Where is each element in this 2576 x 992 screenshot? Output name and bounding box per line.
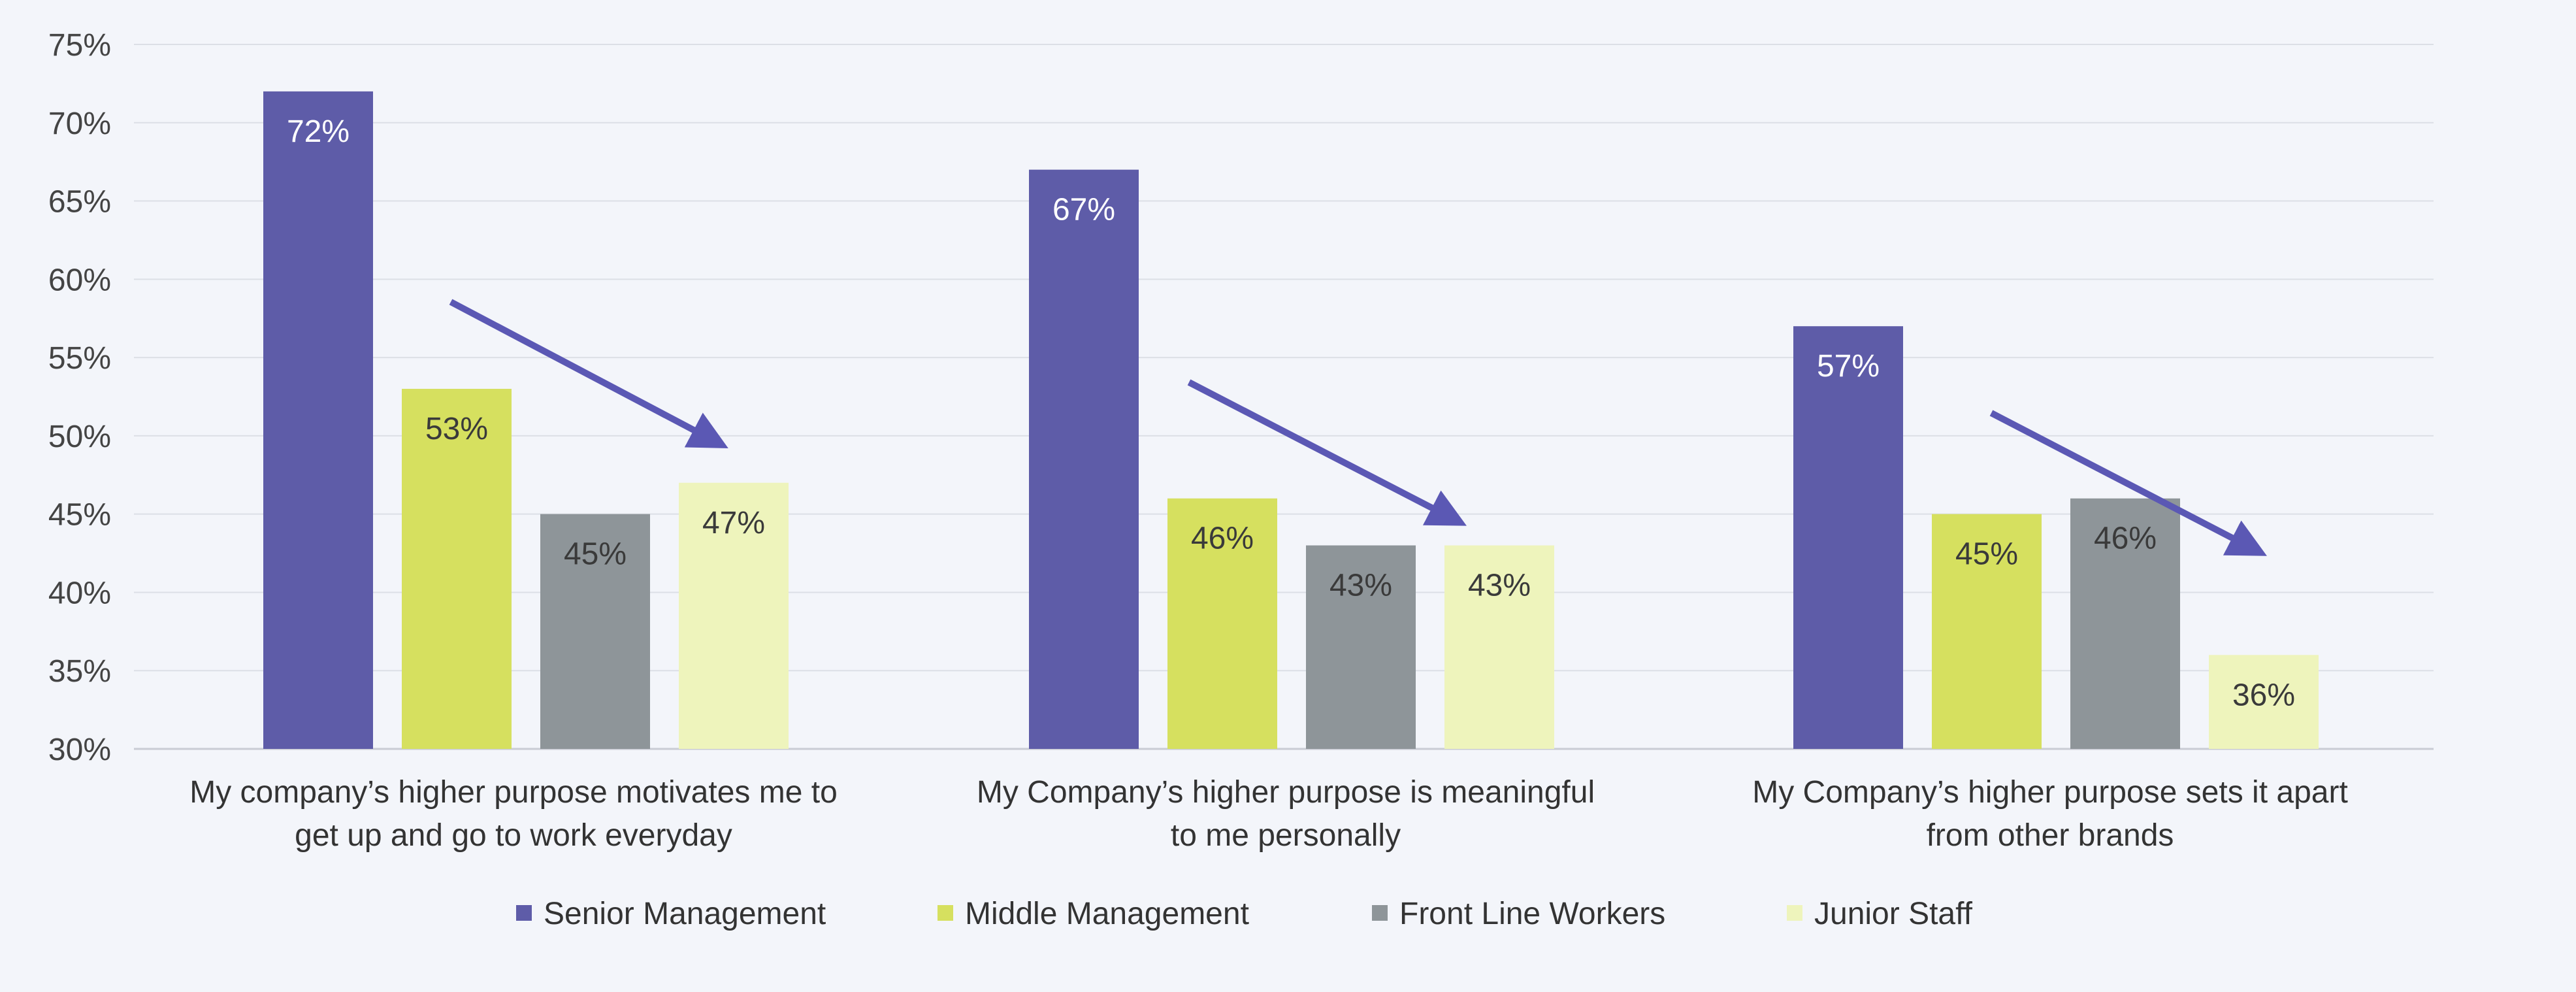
- data-label: 47%: [702, 506, 765, 540]
- trend-arrows: [449, 299, 2267, 556]
- data-label: 43%: [1468, 569, 1531, 603]
- data-labels: 72% 67% 57% 53% 46% 45% 45% 43% 46% 47% 43% 36%: [287, 114, 2295, 712]
- y-tick-label: 40%: [48, 576, 111, 610]
- y-tick-label: 70%: [48, 107, 111, 141]
- bar-front-line-workers: [2070, 498, 2180, 749]
- bar-senior-management: [1793, 326, 1903, 749]
- legend-swatch: [1787, 905, 1802, 921]
- x-category-label: to me personally: [1171, 818, 1401, 853]
- legend-label: Front Line Workers: [1399, 897, 1665, 931]
- bar-middle-management: [1167, 498, 1277, 749]
- legend-swatch: [937, 905, 953, 921]
- bar-middle-management: [402, 389, 512, 749]
- bars: [263, 91, 2319, 750]
- data-label: 46%: [1191, 521, 1254, 556]
- bar-senior-management: [1029, 169, 1139, 750]
- data-label: 36%: [2232, 678, 2295, 712]
- legend-swatch: [516, 905, 532, 921]
- data-label: 45%: [1955, 537, 2018, 572]
- trend-arrow: [1187, 379, 1467, 526]
- x-category-label: My Company’s higher purpose is meaningfu…: [977, 775, 1595, 810]
- y-tick-label: 45%: [48, 498, 111, 533]
- bar-junior-staff: [2209, 655, 2319, 749]
- legend: Senior Management Middle Management Front …: [516, 897, 1973, 931]
- trend-arrow: [449, 299, 728, 448]
- y-tick-label: 75%: [48, 28, 111, 63]
- bar-junior-staff: [1444, 545, 1554, 749]
- x-category-label: from other brands: [1927, 818, 2174, 853]
- data-label: 57%: [1817, 349, 1880, 384]
- bar-junior-staff: [679, 482, 789, 749]
- x-category-label: My Company’s higher purpose sets it apar…: [1752, 775, 2348, 810]
- data-label: 45%: [564, 537, 627, 572]
- data-label: 72%: [287, 114, 350, 149]
- y-tick-label: 30%: [48, 733, 111, 767]
- x-category-label: get up and go to work everyday: [295, 818, 732, 853]
- data-label: 53%: [425, 412, 488, 446]
- bar-front-line-workers: [1306, 545, 1416, 749]
- y-tick-label: 60%: [48, 263, 111, 297]
- y-tick-label: 55%: [48, 341, 111, 376]
- y-tick-label: 50%: [48, 420, 111, 454]
- bar-front-line-workers: [540, 514, 650, 749]
- y-tick-label: 35%: [48, 654, 111, 689]
- bar-middle-management: [1932, 514, 2042, 749]
- trend-arrow: [1989, 410, 2267, 556]
- grid-lines: [134, 44, 2434, 750]
- data-label: 67%: [1052, 193, 1115, 227]
- data-label: 46%: [2094, 521, 2157, 556]
- y-tick-label: 65%: [48, 185, 111, 220]
- y-axis-tick-labels: 30% 35% 40% 45% 50% 55% 60% 65% 70% 75%: [48, 28, 111, 767]
- legend-label: Middle Management: [965, 897, 1249, 931]
- x-axis-category-labels: My company’s higher purpose motivates me…: [189, 775, 2348, 853]
- x-category-label: My company’s higher purpose motivates me…: [189, 775, 838, 810]
- legend-label: Senior Management: [544, 897, 826, 931]
- legend-label: Junior Staff: [1814, 897, 1973, 931]
- bar-senior-management: [263, 91, 373, 749]
- data-label: 43%: [1329, 569, 1392, 603]
- legend-swatch: [1372, 905, 1388, 921]
